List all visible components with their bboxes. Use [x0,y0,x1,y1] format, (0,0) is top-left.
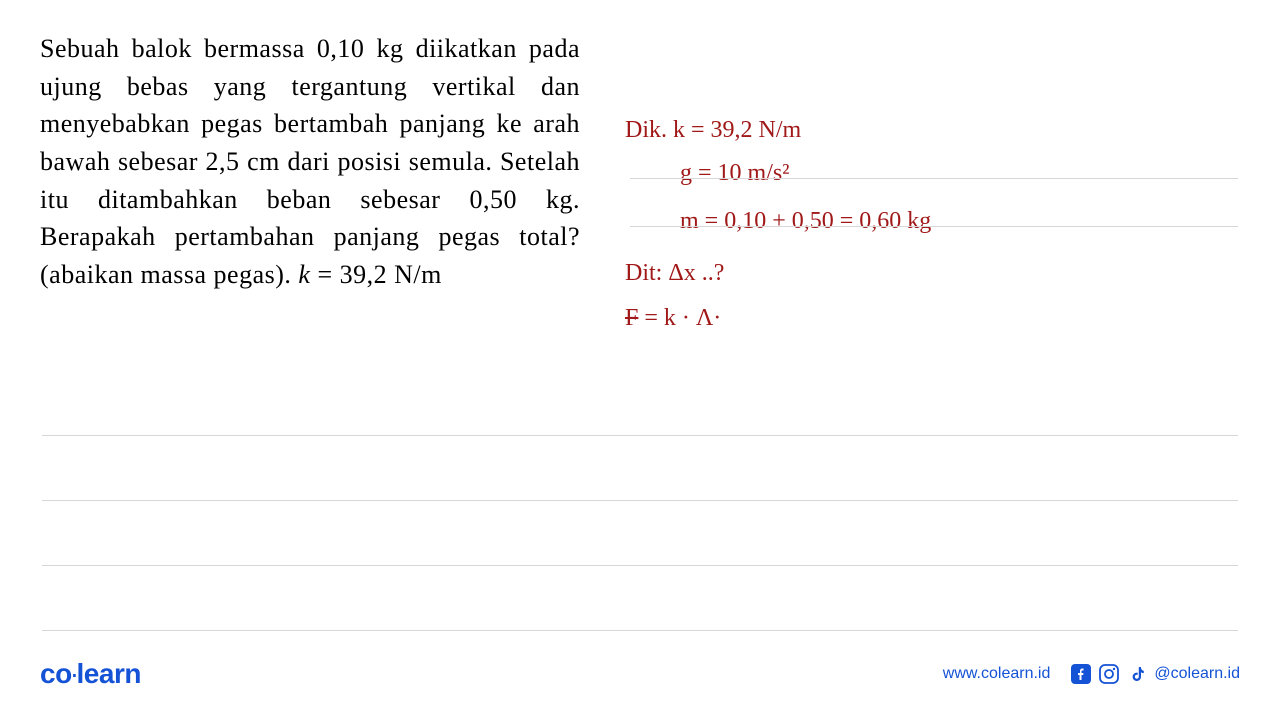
dit-label: Dit: [625,260,662,286]
handwriting-g: g = 10 m/s² [680,160,789,187]
ruled-line [42,435,1238,436]
ruled-line [42,630,1238,631]
tiktok-icon [1126,663,1148,685]
logo-co: co [40,658,72,689]
handwriting-m: m = 0,10 + 0,50 = 0,60 kg [680,208,931,235]
logo-learn: learn [77,658,141,689]
facebook-icon [1070,663,1092,685]
social-icons: @colearn.id [1070,663,1240,685]
k-value: k = 39,2 N/m [673,117,801,143]
social-handle: @colearn.id [1154,665,1240,683]
problem-variable-k: k [298,260,310,289]
problem-equation: = 39,2 N/m [310,260,441,289]
content-area: Sebuah balok bermassa 0,10 kg diikatkan … [40,30,1240,640]
problem-body: Sebuah balok bermassa 0,10 kg diikatkan … [40,34,580,289]
footer: co·learn www.colearn.id @colearn.id [40,658,1240,690]
ruled-line [630,178,1238,179]
logo: co·learn [40,658,141,690]
ruled-line [42,565,1238,566]
problem-text: Sebuah balok bermassa 0,10 kg diikatkan … [40,30,580,294]
formula-strike: F [625,305,638,331]
ruled-line [630,226,1238,227]
website-url: www.colearn.id [943,665,1051,683]
instagram-icon [1098,663,1120,685]
dik-label: Dik. [625,117,667,143]
ruled-line [42,500,1238,501]
handwriting-formula: F = k · Λ· [625,305,721,332]
dit-value: Δx ..? [668,260,724,286]
footer-right: www.colearn.id @colearn.id [943,663,1240,685]
handwriting-dik: Dik. k = 39,2 N/m [625,117,801,144]
handwriting-dit: Dit: Δx ..? [625,260,724,287]
